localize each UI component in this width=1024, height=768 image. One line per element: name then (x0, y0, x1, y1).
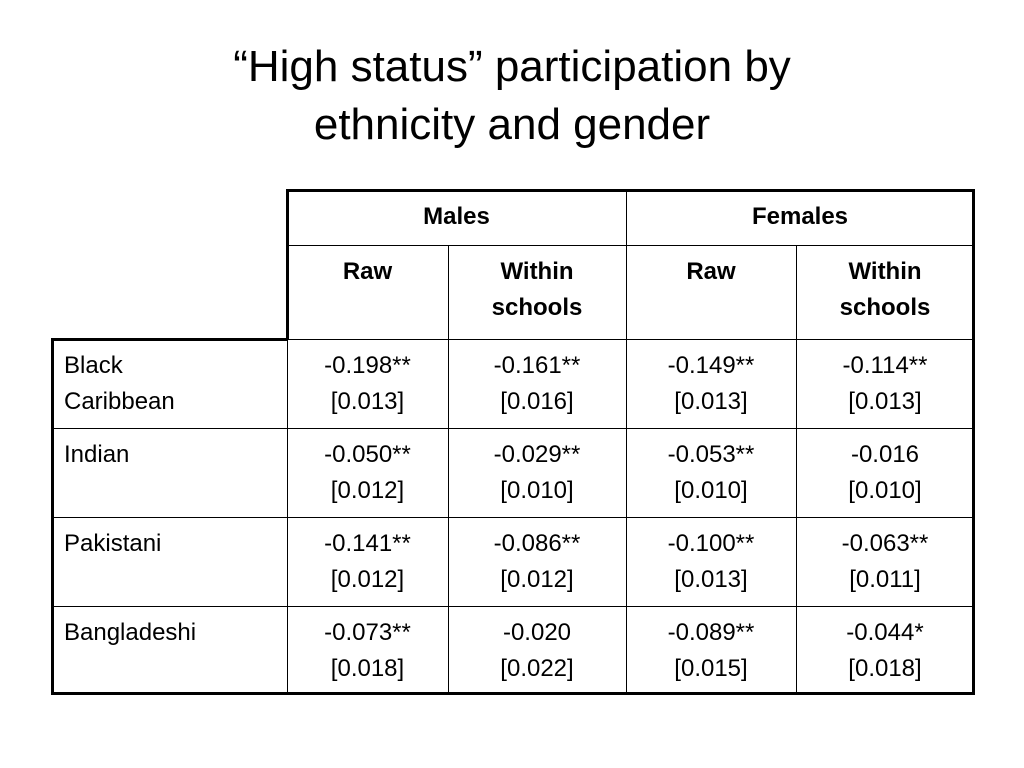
table-border-top-left-block (51, 338, 288, 341)
grid-line (52, 517, 973, 518)
header-females-within-line-1: Within (848, 258, 922, 285)
header-females-label: Females (751, 203, 849, 230)
grid-line (287, 245, 973, 246)
coefficient: -0.063** (841, 530, 929, 557)
table-border-left-upper (286, 189, 289, 340)
table-cell: -0.029** [0.010] (448, 428, 626, 517)
row-label-line-1: Black (64, 352, 123, 379)
coefficient: -0.086** (493, 530, 581, 557)
table-cell: -0.198** [0.013] (287, 339, 448, 428)
standard-error: [0.018] (848, 655, 922, 682)
table-cell: -0.161** [0.016] (448, 339, 626, 428)
standard-error: [0.013] (848, 388, 922, 415)
standard-error: [0.013] (674, 388, 748, 415)
row-label-line-2: Caribbean (64, 388, 175, 415)
table-cell: -0.063** [0.011] (796, 517, 974, 606)
table-cell: -0.086** [0.012] (448, 517, 626, 606)
table-cell: -0.044* [0.018] (796, 606, 974, 694)
row-label-line-1: Bangladeshi (64, 619, 197, 646)
coefficient: -0.050** (324, 441, 411, 468)
grid-line (52, 606, 973, 607)
standard-error: [0.012] (500, 566, 574, 593)
row-label-indian: Indian (52, 428, 287, 517)
table-cell: -0.016 [0.010] (796, 428, 974, 517)
slide-title-line-2: ethnicity and gender (313, 100, 711, 149)
slide-title: “High status” participation by ethnicity… (0, 38, 1024, 154)
header-females: Females (626, 190, 974, 245)
standard-error: [0.013] (330, 388, 405, 415)
table-cell: -0.089** [0.015] (626, 606, 796, 694)
header-males-within-schools: Within schools (448, 245, 626, 339)
table-border-right (972, 189, 975, 695)
row-label-line-1: Indian (64, 441, 130, 468)
coefficient: -0.053** (667, 441, 755, 468)
coefficient: -0.114** (842, 352, 928, 379)
row-label-black-caribbean: Black Caribbean (52, 339, 287, 428)
header-males-within-line-1: Within (500, 258, 574, 285)
table-cell: -0.149** [0.013] (626, 339, 796, 428)
coefficient: -0.020 (502, 619, 572, 646)
table-border-top (286, 189, 975, 192)
standard-error: [0.016] (500, 388, 574, 415)
header-males-raw-label: Raw (342, 258, 393, 285)
coefficient: -0.089** (667, 619, 755, 646)
standard-error: [0.013] (674, 566, 748, 593)
table-cell: -0.053** [0.010] (626, 428, 796, 517)
header-females-raw-label: Raw (686, 258, 736, 285)
header-males-raw: Raw (287, 245, 448, 339)
row-label-bangladeshi: Bangladeshi (52, 606, 287, 694)
coefficient: -0.100** (667, 530, 755, 557)
coefficient: -0.016 (850, 441, 920, 468)
coefficient: -0.161** (493, 352, 581, 379)
table-cell: -0.020 [0.022] (448, 606, 626, 694)
grid-line (626, 190, 627, 694)
header-females-within-schools: Within schools (796, 245, 974, 339)
coefficient: -0.044* (846, 619, 924, 646)
grid-line (448, 245, 449, 694)
header-females-within-line-2: schools (839, 294, 931, 321)
coefficient: -0.073** (324, 619, 411, 646)
grid-line (796, 245, 797, 694)
table-cell: -0.050** [0.012] (287, 428, 448, 517)
coefficient: -0.198** (324, 352, 411, 379)
table-cell: -0.114** [0.013] (796, 339, 974, 428)
standard-error: [0.022] (500, 655, 574, 682)
grid-line (287, 339, 973, 340)
table-border-bottom (51, 692, 975, 695)
coefficient: -0.029** (493, 441, 581, 468)
standard-error: [0.015] (674, 655, 748, 682)
standard-error: [0.011] (849, 566, 921, 593)
header-males: Males (287, 190, 626, 245)
standard-error: [0.012] (330, 566, 405, 593)
standard-error: [0.012] (330, 477, 405, 504)
standard-error: [0.010] (848, 477, 922, 504)
row-label-pakistani: Pakistani (52, 517, 287, 606)
standard-error: [0.010] (500, 477, 574, 504)
row-label-line-1: Pakistani (64, 530, 162, 557)
table-cell: -0.100** [0.013] (626, 517, 796, 606)
table-border-left (51, 338, 54, 695)
header-males-within-line-2: schools (491, 294, 583, 321)
header-males-label: Males (423, 203, 490, 230)
table-cell: -0.141** [0.012] (287, 517, 448, 606)
standard-error: [0.018] (330, 655, 405, 682)
slide-title-line-1: “High status” participation by (233, 42, 791, 91)
header-females-raw: Raw (626, 245, 796, 339)
grid-line (287, 339, 288, 694)
coefficient: -0.149** (667, 352, 755, 379)
grid-line (52, 428, 973, 429)
standard-error: [0.010] (674, 477, 748, 504)
table-cell: -0.073** [0.018] (287, 606, 448, 694)
coefficient: -0.141** (324, 530, 411, 557)
